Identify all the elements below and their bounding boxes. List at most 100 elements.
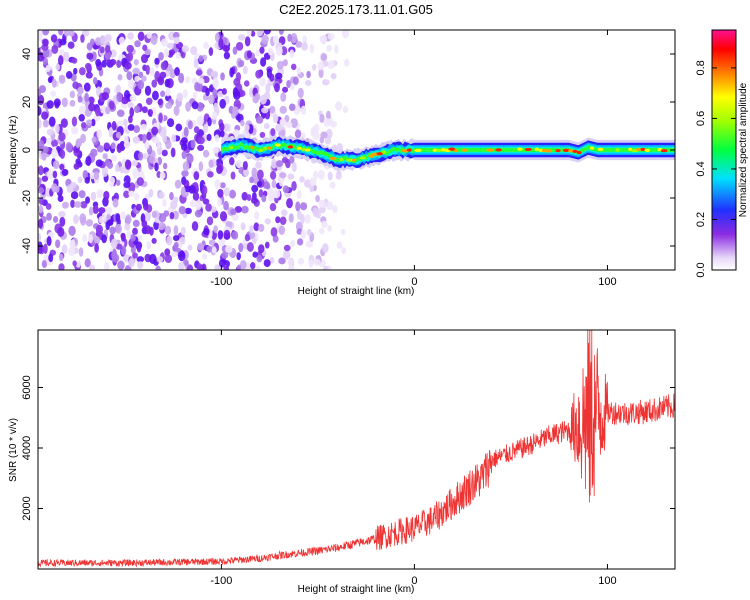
heatmap-noise-cell [157,98,163,106]
heatmap-noise-cell [104,34,112,42]
heatmap-peak-cell [266,146,272,150]
colorbar-label: Normalized spectral amplitude [738,82,749,217]
heatmap-noise-cell [197,77,205,84]
heatmap-noise-cell [182,161,190,172]
heatmap-noise-cell [196,263,203,270]
heatmap-noise-cell [68,30,75,37]
heatmap-x-tick-label: -100 [210,276,232,288]
heatmap-noise-cell [109,58,117,66]
heatmap-noise-cell [174,67,180,76]
heatmap-noise-cell [261,195,267,203]
heatmap-noise-cell [183,126,189,138]
snr-x-axis: -100 0 100 [210,330,617,587]
heatmap-noise-cell [233,129,240,137]
heatmap-noise-cell [250,197,259,204]
heatmap-noise-cell [248,87,255,98]
heatmap-noise-cell [253,222,260,232]
snr-y-axis: 2000 4000 6000 [21,375,675,521]
heatmap-noise-cell [145,97,153,106]
heatmap-noise-cell [88,233,94,244]
heatmap-noise-cell [151,237,157,244]
snr-y-tick-label: 4000 [21,436,33,460]
heatmap-noise-cell [154,162,159,172]
heatmap-noise-cell [144,141,150,150]
heatmap-noise-cell [231,230,239,240]
heatmap-noise-cell [202,123,209,134]
heatmap-noise-cell [334,101,343,111]
heatmap-noise-cell [319,136,325,144]
heatmap-noise-cell [306,228,312,236]
heatmap-noise-cell [106,213,111,221]
heatmap-noise-cell [78,67,86,76]
heatmap-peak-cell [524,147,532,152]
heatmap-noise-cell [261,34,269,45]
heatmap-noise-cell [110,142,116,150]
heatmap-noise-cell [184,185,192,193]
heatmap-noise-cell [327,171,333,181]
heatmap-noise-cell [221,251,229,259]
heatmap-noise-cell [156,140,161,149]
heatmap-noise-cell [225,244,233,254]
heatmap-noise-cell [173,241,179,249]
heatmap-noise-cell [269,170,277,180]
heatmap-noise-cell [286,80,291,89]
heatmap-noise-cell [271,158,277,169]
heatmap-noise-cell [126,44,134,53]
heatmap-noise-cell [70,181,77,189]
heatmap-noise-cell [288,103,296,111]
heatmap-noise-cell [158,191,165,199]
heatmap-noise-cell [128,115,133,124]
heatmap-noise-cell [144,210,152,222]
heatmap-noise-cell [151,210,158,218]
heatmap-noise-cell [149,67,155,76]
heatmap-noise-cell [38,177,42,186]
heatmap-noise-cell [168,31,175,41]
heatmap-noise-cell [278,225,286,235]
heatmap-noise-cell [297,87,304,99]
heatmap-noise-cell [283,59,288,67]
heatmap-noise-cell [232,106,239,116]
heatmap-noise-cell [312,207,319,218]
heatmap-noise-cell [212,88,218,99]
heatmap-noise-cell [166,118,175,128]
heatmap-noise-cell [269,256,275,264]
heatmap-peak-cell [640,147,646,152]
heatmap-noise-cell [90,148,98,157]
heatmap-noise-cell [257,244,265,254]
heatmap-noise-cell [92,77,98,85]
heatmap-noise-cell [48,116,56,127]
heatmap-noise-cell [222,44,230,52]
heatmap-noise-cell [160,38,168,47]
heatmap-noise-cell [294,129,302,139]
heatmap-noise-cell [96,129,103,139]
heatmap-noise-cell [340,228,346,235]
heatmap-noise-cell [291,180,297,191]
heatmap-noise-cell [334,44,339,54]
heatmap-noise-cell [300,229,307,239]
heatmap-noise-cell [323,118,331,127]
heatmap-peak-cell [301,147,306,151]
heatmap-noise-cell [105,106,111,115]
heatmap-noise-cell [133,58,139,66]
heatmap-noise-cell [95,159,103,167]
heatmap-noise-cell [177,250,186,262]
heatmap-noise-cell [85,155,92,166]
heatmap-peak-cell [345,158,354,162]
heatmap-noise-cell [336,241,343,249]
heatmap-noise-cell [77,176,83,184]
heatmap-noise-cell [71,126,79,135]
heatmap-peak-cell [454,149,459,153]
heatmap-noise-cell [155,265,161,270]
heatmap-noise-cell [279,216,287,225]
heatmap-noise-cell [329,181,336,189]
heatmap-noise-cell [213,102,219,111]
heatmap-noise-cell [297,257,305,265]
heatmap-noise-cell [169,212,175,220]
heatmap-peak-cell [448,147,456,151]
colorbar-tick-label: 0.4 [695,161,707,176]
heatmap-peak-cell [436,148,443,152]
heatmap-noise-cell [238,166,245,174]
heatmap-noise-cell [290,32,298,44]
heatmap-noise-cell [216,198,222,207]
heatmap-noise-cell [96,145,104,153]
